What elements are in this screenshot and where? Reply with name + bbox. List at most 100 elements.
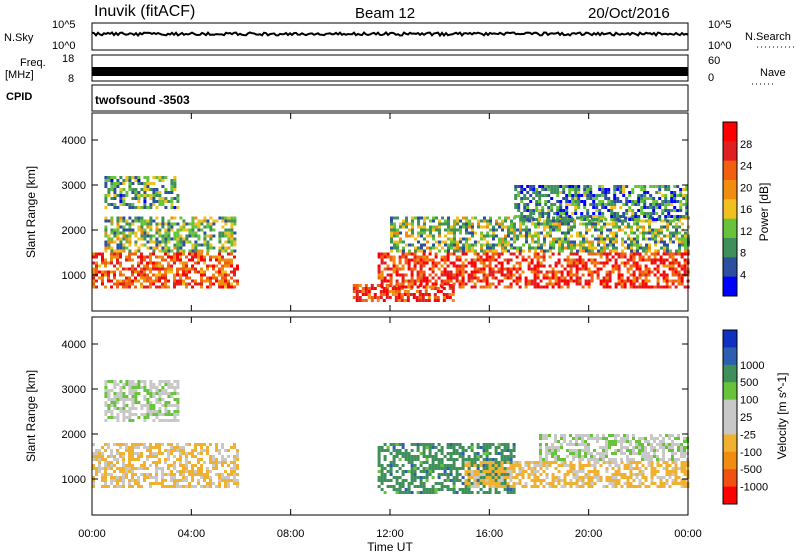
data-cell — [512, 476, 516, 479]
data-cell — [598, 212, 602, 215]
data-cell — [636, 243, 639, 247]
data-cell — [671, 261, 675, 265]
data-cell — [209, 276, 212, 280]
data-cell — [376, 284, 380, 287]
data-cell — [140, 473, 143, 476]
data-cell — [164, 383, 168, 386]
data-cell — [554, 261, 558, 265]
data-cell — [377, 458, 381, 461]
data-cell — [125, 470, 128, 473]
data-cell — [107, 240, 111, 244]
data-cell — [401, 276, 405, 280]
data-cell — [656, 252, 660, 256]
data-cell — [113, 249, 117, 253]
data-cell — [456, 222, 459, 226]
data-cell — [434, 252, 438, 256]
data-cell — [506, 449, 510, 452]
data-cell — [550, 197, 554, 200]
data-cell — [212, 276, 215, 280]
data-cell — [629, 443, 632, 446]
data-cell — [590, 482, 594, 485]
data-cell — [613, 197, 617, 200]
data-cell — [575, 437, 578, 440]
data-cell — [518, 473, 522, 476]
data-cell — [488, 258, 492, 262]
data-cell — [119, 194, 123, 197]
data-cell — [550, 203, 554, 206]
data-cell — [140, 455, 143, 458]
data-cell — [116, 243, 120, 247]
data-cell — [608, 434, 611, 437]
data-cell — [209, 479, 212, 482]
data-cell — [377, 455, 381, 458]
data-cell — [212, 267, 215, 271]
data-cell — [583, 206, 587, 209]
data-cell — [578, 255, 582, 259]
data-cell — [440, 482, 444, 485]
data-cell — [158, 228, 162, 232]
data-cell — [536, 485, 540, 488]
data-cell — [194, 449, 197, 452]
data-cell — [179, 479, 182, 482]
data-cell — [119, 182, 123, 185]
data-cell — [651, 237, 654, 241]
data-cell — [516, 246, 519, 250]
data-cell — [482, 258, 486, 262]
data-cell — [158, 392, 162, 395]
data-cell — [488, 270, 492, 274]
data-cell — [581, 449, 584, 452]
data-cell — [476, 452, 480, 455]
data-cell — [98, 449, 101, 452]
data-cell — [158, 419, 162, 422]
data-cell — [581, 264, 585, 268]
data-cell — [134, 176, 138, 179]
data-cell — [110, 228, 114, 232]
colorbar-swatch — [723, 486, 737, 505]
data-cell — [642, 228, 645, 232]
data-cell — [227, 216, 231, 220]
data-cell — [227, 464, 230, 467]
data-cell — [467, 470, 471, 473]
data-cell — [440, 446, 444, 449]
data-cell — [128, 461, 131, 464]
data-cell — [485, 449, 489, 452]
data-cell — [576, 249, 579, 253]
data-cell — [480, 237, 483, 241]
data-cell — [570, 240, 573, 244]
data-cell — [215, 270, 218, 274]
data-cell — [503, 455, 507, 458]
data-cell — [551, 446, 554, 449]
data-cell — [648, 225, 651, 229]
data-cell — [140, 228, 144, 232]
data-cell — [541, 188, 545, 191]
y-tick-label: 3000 — [62, 384, 86, 396]
data-cell — [149, 482, 152, 485]
data-cell — [446, 264, 450, 268]
data-cell — [444, 240, 447, 244]
data-cell — [545, 482, 549, 485]
data-cell — [680, 276, 684, 280]
data-cell — [233, 464, 236, 467]
data-cell — [678, 243, 681, 247]
data-cell — [612, 237, 615, 241]
data-cell — [410, 449, 414, 452]
data-cell — [643, 188, 647, 191]
data-cell — [104, 458, 107, 461]
data-cell — [128, 446, 131, 449]
data-cell — [638, 270, 642, 274]
data-cell — [559, 206, 563, 209]
data-cell — [665, 461, 669, 464]
data-cell — [569, 270, 573, 274]
data-cell — [586, 194, 590, 197]
data-cell — [443, 467, 447, 470]
data-cell — [635, 461, 639, 464]
data-cell — [170, 470, 173, 473]
data-cell — [155, 279, 158, 283]
data-cell — [464, 264, 468, 268]
data-cell — [104, 404, 108, 407]
data-cell — [599, 267, 603, 271]
data-cell — [476, 455, 480, 458]
data-cell — [215, 443, 218, 446]
y-tick-label: 4000 — [62, 339, 86, 351]
data-cell — [164, 191, 168, 194]
